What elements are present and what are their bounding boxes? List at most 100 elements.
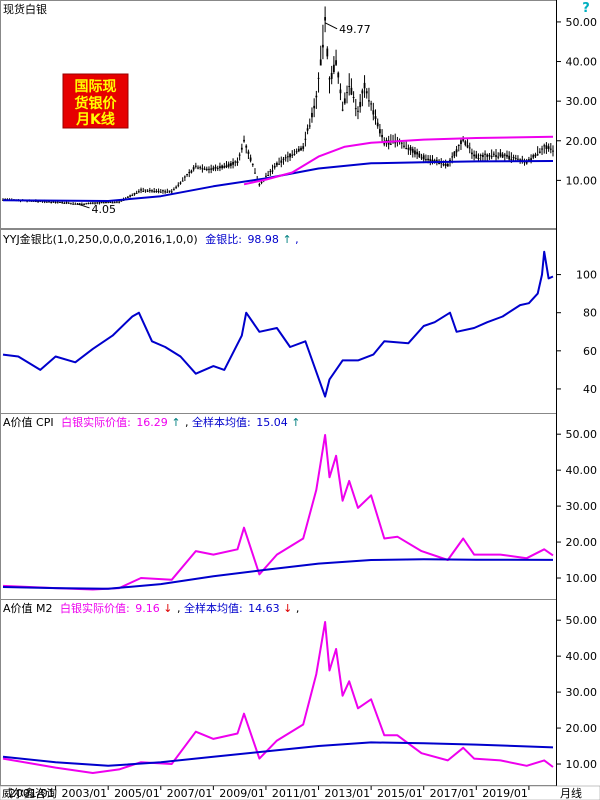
candle-body [280,160,283,163]
candle-body [376,122,379,127]
panel-3-legend-1-value: 16.29 [136,416,168,429]
candle-body [363,82,366,89]
candle-body [370,103,373,105]
candle-body [473,154,476,157]
candle-body [409,146,412,151]
candle-body [221,165,224,169]
candle-body [238,154,241,156]
candle-body [181,180,184,182]
candle-body [227,163,230,167]
candle-body [170,191,173,193]
candle-body [471,152,473,155]
panel-4-title-main: A价值 M2 [3,602,53,615]
candle-body [389,143,392,145]
high-annotation-leader [324,22,338,30]
x-tick-label: 2009/01 [219,787,265,800]
candle-body [492,153,495,155]
help-icon[interactable]: ? [582,1,590,16]
candle-body [414,150,416,155]
candle-body [151,190,153,192]
candle-body [326,48,329,57]
candle-body [477,158,480,160]
candle-body [135,192,138,194]
candle-body [216,167,219,169]
candle-body [48,201,50,203]
candle-body [168,190,171,192]
candle-body [352,96,355,98]
x-tick-label: 2017/01 [430,787,476,800]
candle-body [214,166,217,169]
candle-body [486,154,489,157]
series-line-named [2,741,554,767]
panel-3-legend-2-label: 全样本均值: [192,415,251,429]
candle-body [328,78,331,80]
candle-body [67,202,70,204]
candle-body [240,147,243,150]
candle-body [300,147,302,151]
candle-body [116,201,118,203]
candle-body [446,163,449,167]
candle-body [254,172,256,174]
x-axis-footer-right: 月线 [560,786,582,800]
candle-body [276,162,278,166]
y-tick-label: 10.00 [566,174,598,187]
panel-4-legend-1-value: 9.16 [135,602,160,615]
badge: 国际现 货银价 月K线 [62,73,129,129]
candle-body [111,202,114,204]
candle-body [429,158,432,162]
candle-body [50,201,53,203]
candle-body [89,202,92,204]
candle-body [475,154,478,159]
candle-body [148,190,151,192]
candle-body [295,151,298,153]
panel-3-legend-1-label: 白银实际价值: [61,415,131,429]
candle-body [260,181,263,183]
candle-body [420,157,423,159]
candle-body [166,191,169,193]
candle-body [466,145,469,148]
candle-body [549,148,552,150]
panel-2-title: YYJ金银比(1,0,250,0,0,0,2016,1,0,0) 金银比: 98… [2,232,299,246]
y-tick-label: 30.00 [566,686,598,699]
candle-body [457,144,460,146]
candle-body [510,159,513,161]
candle-body [164,191,167,193]
candle-body [425,159,427,161]
candle-body [59,201,61,203]
candle-body [346,92,348,94]
candle-body [532,155,535,158]
low-annotation-leader [77,203,90,209]
y-tick-label: 10.00 [566,572,598,585]
candle-body [359,101,362,108]
candle-body [530,158,532,161]
candle-body [133,193,136,195]
candle-body [291,154,294,156]
candle-body [157,190,160,192]
candle-body [201,168,204,170]
panel-3-title: A价值 CPI 白银实际价值: 16.29 ↑ , 全样本均值: 15.04 ↑ [3,415,300,429]
candle-body [536,154,539,156]
candle-body [186,174,188,176]
candle-body [411,148,414,153]
x-tick-label: 2011/01 [272,787,318,800]
candle-body [343,98,346,104]
candle-body [159,191,162,193]
candle-body [521,159,524,161]
panel-4-legend-2-label: 全样本均值: [184,601,243,615]
candle-body [525,160,528,164]
candle-body [378,129,381,134]
panel-4-legend-2-value: 14.63 [248,602,280,615]
candle-body [311,112,313,118]
candle-body [96,202,99,204]
candle-body [442,164,445,166]
candle-body [105,201,107,203]
candle-body [269,171,272,173]
candle-body [444,163,447,167]
y-tick-label: 80 [583,307,597,320]
panel-3-legend-2-value: 15.04 [256,416,288,429]
candle-body [271,170,274,172]
candle-body [70,203,72,205]
panel-4-title: A价值 M2 白银实际价值: 9.16 ↓ , 全样本均值: 14.63 ↓ , [3,601,299,615]
series-line-named [2,558,554,590]
candle-body [118,201,121,203]
